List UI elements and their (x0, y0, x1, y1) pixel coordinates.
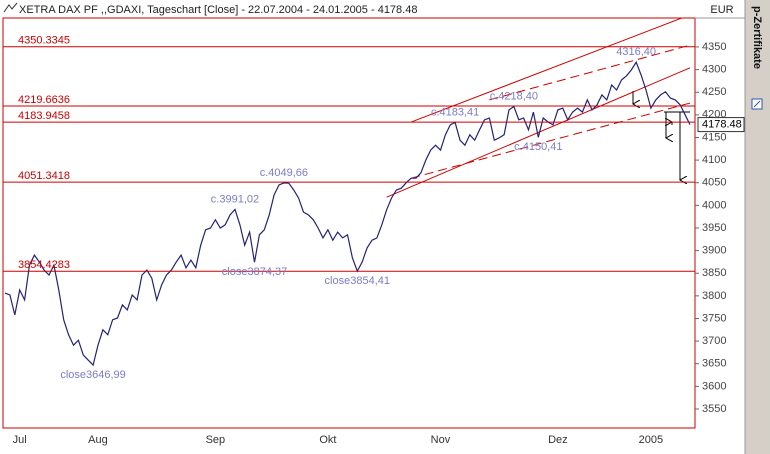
annotation: c.4183,41 (431, 106, 479, 118)
y-tick-label: 3900 (702, 245, 726, 257)
arrows (633, 91, 690, 180)
level-label: 4219.6636 (18, 94, 70, 106)
y-tick-label: 4100 (702, 154, 726, 166)
annotation: close3874,37 (222, 266, 287, 278)
trend-line (410, 102, 691, 179)
x-tick-label: Jul (13, 434, 27, 446)
side-icon-glyph (753, 100, 761, 108)
trend-line (386, 67, 691, 198)
y-tick-label: 4350 (702, 41, 726, 53)
plot-frame (2, 17, 696, 429)
y-tick-label: 3800 (702, 290, 726, 302)
x-tick-label: 2005 (639, 434, 663, 446)
side-label: p-Zertifikate (751, 6, 763, 69)
background (0, 0, 745, 454)
y-tick-label: 3850 (702, 267, 726, 279)
y-tick-label: 4000 (702, 199, 726, 211)
y-tick-label: 3700 (702, 335, 726, 347)
annotation: c.4150,41 (514, 141, 562, 153)
last-value: 4178.48 (702, 118, 742, 130)
y-tick-label: 4150 (702, 131, 726, 143)
y-tick-label: 4250 (702, 86, 726, 98)
annotation: c.4218,40 (490, 90, 538, 102)
level-label: 3854.4283 (18, 259, 70, 271)
annotation: c.3991,02 (211, 193, 259, 205)
chart-title: XETRA DAX PF ,,GDAXI, Tageschart [Close]… (19, 4, 417, 16)
x-tick-label: Sep (206, 434, 226, 446)
title-icon (3, 2, 18, 13)
annotation: close3646,99 (60, 369, 125, 381)
last-value-box (697, 117, 745, 133)
price-line (4, 60, 691, 367)
x-tick-label: Aug (88, 434, 108, 446)
x-tick-label: Okt (319, 434, 336, 446)
y-tick-label: 4050 (702, 177, 726, 189)
plot-area (4, 18, 691, 367)
y-tick-label: 3550 (702, 403, 726, 415)
level-label: 4183.9458 (18, 110, 70, 122)
annotation: 4316,40 (616, 46, 656, 58)
side-panel (745, 0, 770, 454)
x-tick-label: Dez (548, 434, 568, 446)
annotation: close3854,41 (325, 275, 390, 287)
trend-line (410, 18, 684, 123)
level-label: 4350.3345 (18, 35, 70, 47)
y-tick-label: 3750 (702, 312, 726, 324)
y-tick-label: 4300 (702, 63, 726, 75)
y-tick-label: 3650 (702, 358, 726, 370)
level-label: 4051.3418 (18, 170, 70, 182)
y-tick-label: 3600 (702, 380, 726, 392)
y-tick-label: 3950 (702, 222, 726, 234)
annotation: c.4049,66 (260, 167, 308, 179)
currency: EUR (710, 4, 733, 16)
trend-line (489, 44, 691, 101)
x-tick-label: Nov (431, 434, 451, 446)
